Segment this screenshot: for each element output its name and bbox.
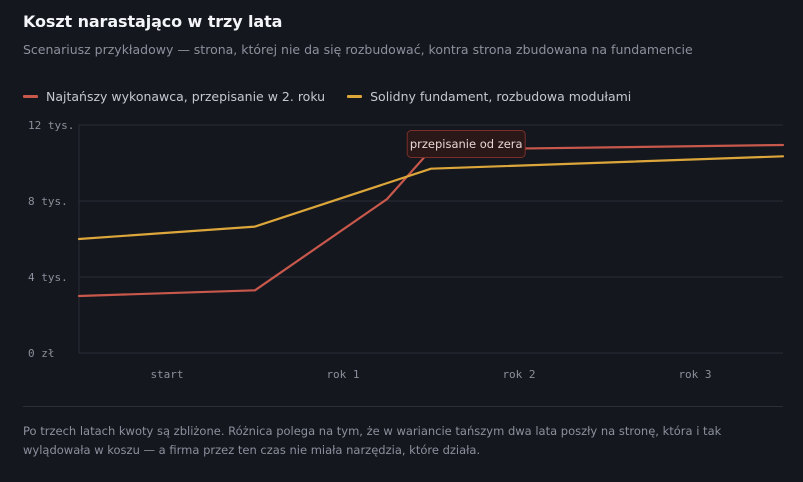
y-tick-label-2: 8 tys. xyxy=(28,195,68,208)
series-line-0 xyxy=(77,143,785,298)
legend-label-solid: Solidny fundament, rozbudowa modułami xyxy=(370,89,632,104)
annotation-box-0 xyxy=(406,130,526,158)
divider xyxy=(23,406,783,407)
chart-title: Koszt narastająco w trzy lata xyxy=(23,12,283,31)
x-tick-label-3: rok 3 xyxy=(678,368,711,381)
legend-label-cheapest: Najtańszy wykonawca, przepisanie w 2. ro… xyxy=(46,89,326,104)
chart-footnote: Po trzech latach kwoty są zbliżone. Różn… xyxy=(23,424,722,457)
x-tick-label-0: start xyxy=(150,368,183,381)
y-tick-label-3: 12 tys. xyxy=(28,119,74,132)
line-chart: 0 zł 4 tys. 8 tys. 12 tys. start rok 1 rok 2 ro… xyxy=(28,119,785,381)
x-tick-label-1: rok 1 xyxy=(326,368,359,381)
y-tick-label-1: 4 tys. xyxy=(28,271,68,284)
series-line-1 xyxy=(77,155,785,241)
y-tick-label-0: 0 zł xyxy=(28,347,55,360)
annotation-text-0: przepisanie od zera xyxy=(410,137,523,151)
chart-legend: Najtańszy wykonawca, przepisanie w 2. ro… xyxy=(23,89,653,104)
x-tick-label-2: rok 2 xyxy=(502,368,535,381)
legend-item-cheapest: Najtańszy wykonawca, przepisanie w 2. ro… xyxy=(23,89,325,104)
legend-swatch-red xyxy=(23,95,38,98)
chart-subtitle: Scenariusz przykładowy — strona, której … xyxy=(23,42,693,57)
legend-swatch-amber xyxy=(347,95,363,98)
legend-item-solid: Solidny fundament, rozbudowa modułami xyxy=(347,89,631,104)
